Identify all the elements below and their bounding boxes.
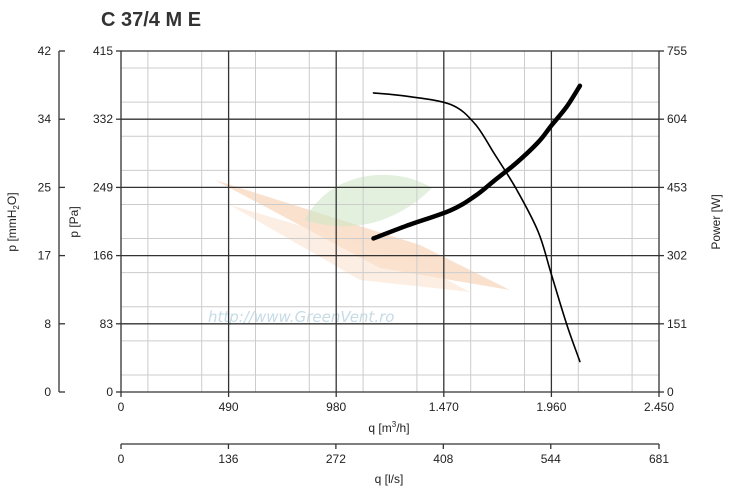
y-tick-label-pa: 83	[100, 317, 114, 331]
x-axis-label-ls: q [l/s]	[375, 472, 404, 486]
y-tick-label-power: 604	[667, 112, 687, 126]
performance-curves	[371, 83, 583, 363]
y-tick-label-pa: 415	[93, 44, 113, 58]
y-axis-label-mmh2o-suffix: O]	[5, 192, 19, 205]
x2-tick-label-ls: 272	[326, 452, 346, 466]
y-tick-label-mmh2o: 25	[38, 180, 52, 194]
y-tick-label-mmh2o: 34	[38, 112, 52, 126]
watermark-arrow-orange	[215, 180, 510, 290]
x-tick-label-m3h: 1.470	[429, 400, 459, 414]
y-tick-label-mmh2o: 42	[38, 44, 52, 58]
watermark-leaf	[305, 174, 432, 227]
x2-tick-label-ls: 681	[649, 452, 669, 466]
y-tick-label-pa: 249	[93, 180, 113, 194]
y-tick-label-pa: 0	[106, 385, 113, 399]
x-axis-label-m3h-prefix: q [m	[368, 421, 391, 435]
y-tick-label-power: 453	[667, 180, 687, 194]
y-tick-label-mmh2o: 0	[44, 385, 51, 399]
y-tick-label-pa: 166	[93, 249, 113, 263]
y-axis-label-pa: p [Pa]	[67, 206, 81, 237]
x-axis-label-m3h: q [m3/h]	[368, 420, 409, 435]
x-axis-label-m3h-suffix: /h]	[396, 421, 409, 435]
x-tick-label-m3h: 980	[326, 400, 346, 414]
secondary-x-axis: 0 136 272 408 544 681	[118, 443, 669, 466]
x-tick-label-m3h: 2.450	[644, 400, 674, 414]
x2-tick-label-ls: 408	[433, 452, 453, 466]
x-tick-label-m3h: 0	[118, 400, 125, 414]
power-curve	[371, 83, 583, 241]
chart-title: C 37/4 M E	[101, 9, 201, 31]
y-axis-label-mmh2o: p [mmH2O]	[5, 192, 21, 251]
x2-tick-label-ls: 0	[118, 452, 125, 466]
x2-tick-label-ls: 544	[541, 452, 561, 466]
y-tick-label-power: 151	[667, 317, 687, 331]
y-tick-label-power: 0	[667, 385, 674, 399]
x-tick-label-m3h: 490	[219, 400, 239, 414]
x-tick-label-m3h: 1.960	[536, 400, 566, 414]
x2-tick-label-ls: 136	[218, 452, 238, 466]
y-tick-label-pa: 332	[93, 112, 113, 126]
watermark-url: http://www.GreenVent.ro	[208, 308, 394, 326]
y-axis-label-mmh2o-prefix: p [mmH	[5, 210, 19, 252]
plot-grid	[58, 50, 664, 397]
y-axis-label-power: Power [W]	[709, 194, 723, 249]
y-tick-label-mmh2o: 8	[44, 317, 51, 331]
axis-tick-labels: 0 490 980 1.470 1.960 2.450083166249332415015…	[38, 44, 688, 414]
x-axis-label-m3h-sup: 3	[392, 420, 397, 429]
y-tick-label-power: 302	[667, 249, 687, 263]
y-axis-label-mmh2o-sub: 2	[12, 205, 21, 210]
watermark-arrow-light	[230, 205, 470, 292]
y-tick-label-power: 755	[667, 44, 687, 58]
greenvent-watermark: http://www.GreenVent.ro	[208, 174, 510, 326]
y-tick-label-mmh2o: 17	[38, 249, 52, 263]
